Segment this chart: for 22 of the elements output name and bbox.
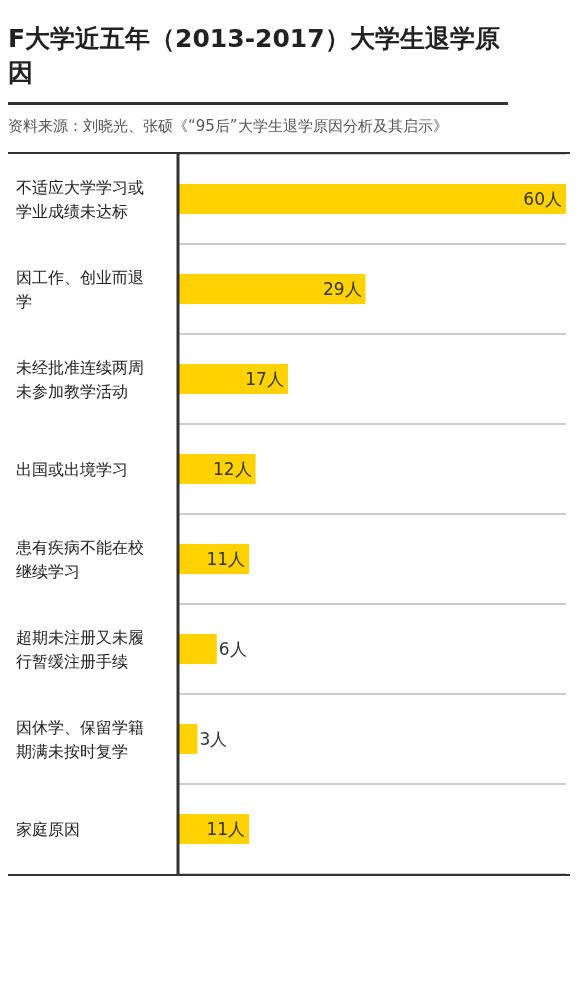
- data-label: 11人: [206, 549, 246, 569]
- bar: [178, 184, 566, 214]
- data-label: 12人: [212, 459, 252, 479]
- text: 资料来源：刘晓光、张硕《“95后”大学生退学原因分析及其启示》: [8, 117, 449, 136]
- bar: [178, 634, 217, 664]
- chart-title: F大学近五年（2013-2017）大学生退学原因: [8, 8, 508, 105]
- y-tick-label: 家庭原因: [16, 819, 80, 839]
- y-tick-label: 出国或出境学习: [16, 459, 128, 479]
- y-tick-label: 因工作、创业而退学: [16, 267, 144, 311]
- y-tick-label: 不适应大学学习或学业成绩未达标: [16, 177, 144, 221]
- y-tick-label: 患有疾病不能在校继续学习: [15, 537, 144, 581]
- y-tick-label: 超期未注册又未履行暂缓注册手续: [16, 627, 144, 671]
- data-label: 6人: [218, 639, 247, 659]
- bar: [178, 274, 366, 304]
- bar: [178, 364, 288, 394]
- data-label: 11人: [206, 819, 246, 839]
- y-tick-label: 因休学、保留学籍期满未按时复学: [16, 717, 144, 761]
- data-label: 3人: [199, 729, 228, 749]
- data-label: 17人: [245, 369, 284, 389]
- y-tick-label: 未经批准连续两周未参加教学活动: [16, 357, 144, 401]
- data-label: 29人: [322, 279, 362, 299]
- data-label: 60人: [523, 189, 562, 209]
